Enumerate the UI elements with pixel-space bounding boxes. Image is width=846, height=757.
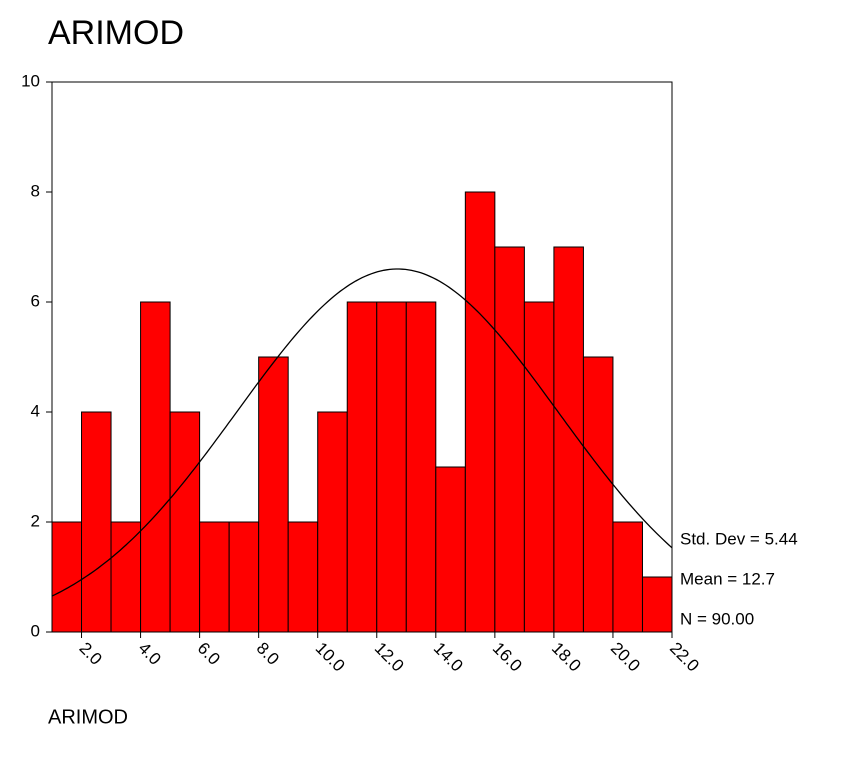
x-tick-label: 8.0	[253, 639, 283, 669]
stat-n: N = 90.00	[680, 609, 754, 628]
y-tick-label: 0	[31, 621, 40, 640]
x-tick-label: 10.0	[312, 639, 349, 676]
bar	[494, 246, 525, 633]
bar	[346, 301, 378, 633]
bar	[376, 301, 407, 633]
x-tick-label: 16.0	[489, 639, 526, 676]
x-tick-label: 4.0	[135, 639, 165, 669]
chart-title: ARIMOD	[48, 14, 184, 52]
x-axis-label: ARIMOD	[48, 706, 128, 728]
bar	[523, 301, 555, 633]
x-tick-label: 18.0	[548, 639, 585, 676]
x-tick-label: 20.0	[607, 639, 644, 676]
bar	[612, 521, 643, 633]
bar	[199, 521, 230, 633]
y-tick-label: 2	[31, 511, 40, 530]
bar	[51, 521, 83, 633]
stat-mean: Mean = 12.7	[680, 569, 775, 588]
x-tick-label: 6.0	[194, 639, 224, 669]
plot-frame	[51, 81, 673, 633]
bar	[140, 301, 171, 633]
x-tick-label: 14.0	[430, 639, 467, 676]
x-tick-label: 12.0	[371, 639, 408, 676]
bar	[435, 466, 466, 633]
bar	[287, 521, 319, 633]
bar	[258, 356, 289, 633]
y-tick-label: 10	[21, 71, 40, 90]
bar	[464, 191, 496, 633]
bar	[169, 411, 201, 633]
normal-curve	[51, 268, 673, 597]
y-tick-label: 8	[31, 181, 40, 200]
stat-std-dev: Std. Dev = 5.44	[680, 529, 798, 548]
y-tick-label: 4	[31, 401, 40, 420]
bar	[405, 301, 437, 633]
bar	[81, 411, 112, 633]
bar	[110, 521, 142, 633]
x-tick-label: 22.0	[666, 639, 703, 676]
bar	[228, 521, 260, 633]
x-tick-label: 2.0	[76, 639, 106, 669]
y-tick-label: 6	[31, 291, 40, 310]
bar	[582, 356, 614, 633]
bar	[317, 411, 348, 633]
bar	[641, 576, 673, 633]
